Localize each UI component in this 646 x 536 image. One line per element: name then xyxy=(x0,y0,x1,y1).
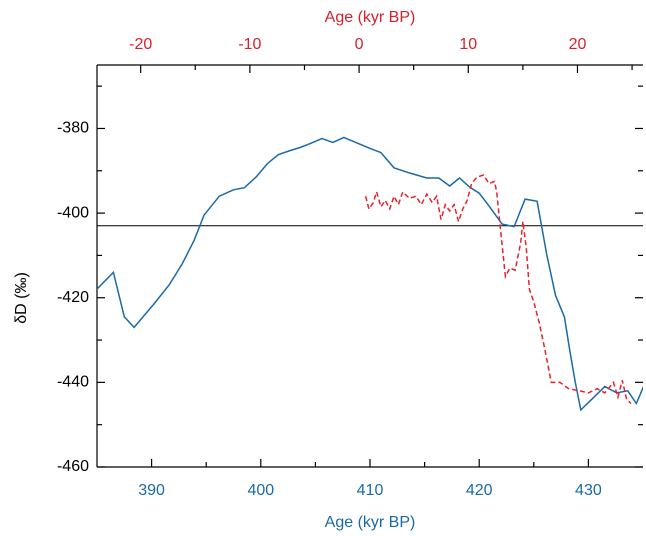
bottom-tick-label: 410 xyxy=(357,482,384,499)
y-tick-label: -420 xyxy=(57,289,89,306)
top-axis-title: Age (kyr BP) xyxy=(325,9,416,26)
top-tick-label: -20 xyxy=(129,36,152,53)
y-tick-label: -380 xyxy=(57,120,89,137)
top-tick-label: 20 xyxy=(569,36,587,53)
y-tick-label: -440 xyxy=(57,374,89,391)
bottom-tick-label: 390 xyxy=(138,482,165,499)
y-tick-label: -400 xyxy=(57,204,89,221)
data-line xyxy=(97,136,643,412)
top-tick-label: 0 xyxy=(355,36,364,53)
bottom-tick-label: 400 xyxy=(247,482,274,499)
top-tick-label: 10 xyxy=(459,36,477,53)
bottom-axis-title: Age (kyr BP) xyxy=(325,514,416,531)
bottom-tick-label: 420 xyxy=(466,482,493,499)
data-line xyxy=(364,174,632,405)
top-tick-label: -10 xyxy=(238,36,261,53)
bottom-tick-label: 430 xyxy=(575,482,602,499)
y-axis-title: δD (‰) xyxy=(13,272,30,324)
y-tick-label: -460 xyxy=(57,458,89,475)
